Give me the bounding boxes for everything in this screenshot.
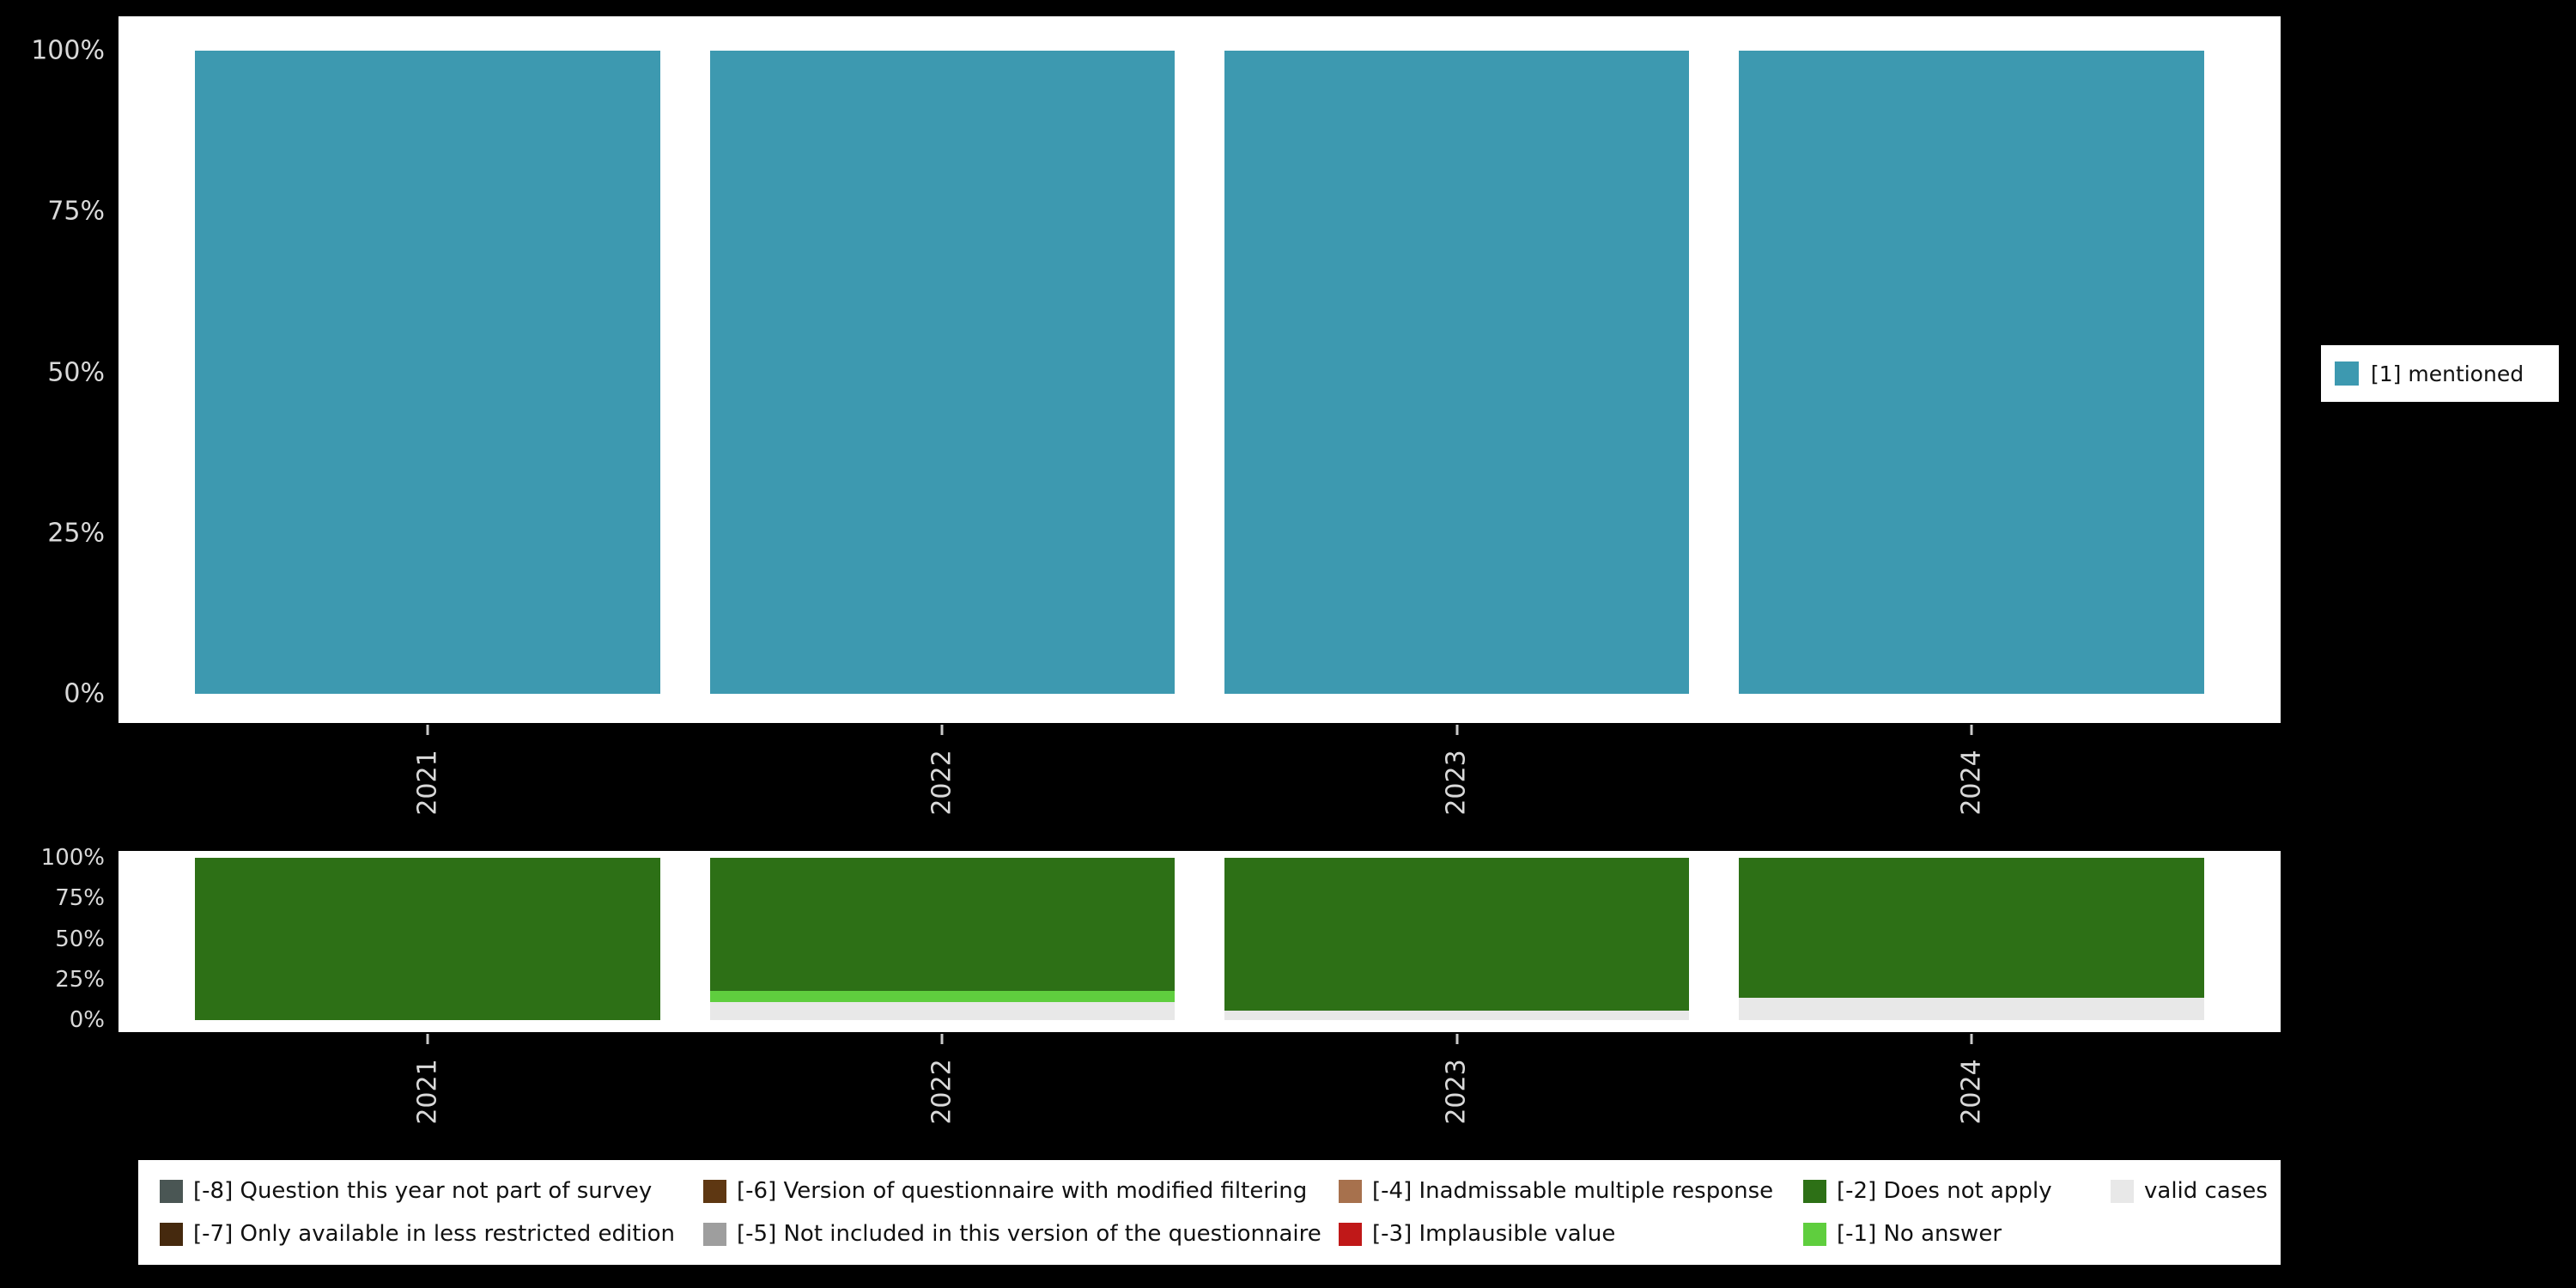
values-legend: [1] mentioned: [2321, 345, 2559, 402]
x-axis-label: 2022: [890, 735, 993, 829]
x-axis-label-text: 2024: [1956, 749, 1987, 816]
legend-swatch: [1803, 1179, 1826, 1203]
x-axis-label: 2024: [1920, 735, 2023, 829]
y-axis-label: 100%: [40, 845, 105, 871]
legend-label-mentioned: [1] mentioned: [2371, 361, 2524, 386]
x-axis-label-text: 2023: [1442, 749, 1473, 816]
y-axis-label: 100%: [31, 35, 105, 66]
y-axis-label: 25%: [55, 966, 105, 993]
legend-item: [-8] Question this year not part of surv…: [160, 1178, 703, 1204]
bar-segment: [1739, 858, 2204, 998]
x-axis-label: 2021: [376, 735, 479, 829]
legend-item: [-1] No answer: [1803, 1221, 2111, 1247]
missing-values-legend: [-8] Question this year not part of surv…: [138, 1160, 2281, 1265]
legend-label: [-1] No answer: [1837, 1221, 2002, 1247]
bar-segment: [1224, 1010, 1690, 1020]
y-axis-label: 50%: [47, 357, 105, 387]
values-x-axis: 2021 2022 2023 2024: [118, 723, 2281, 843]
bar-segment: [1224, 858, 1690, 1011]
legend-label: valid cases: [2144, 1178, 2268, 1204]
legend-label: [-8] Question this year not part of surv…: [193, 1178, 653, 1204]
legend-swatch: [1339, 1179, 1362, 1203]
legend-item: [-3] Implausible value: [1339, 1221, 1803, 1247]
x-axis-label: 2023: [1406, 1044, 1509, 1139]
x-axis-label: 2021: [376, 1044, 479, 1139]
bar-segment: [709, 858, 1176, 991]
bar-segment: [195, 858, 660, 1020]
x-axis-label-text: 2024: [1956, 1058, 1987, 1125]
legend-item: valid cases: [2111, 1178, 2272, 1204]
x-axis-label-text: 2022: [927, 749, 957, 816]
x-axis-label: 2022: [890, 1044, 993, 1139]
legend-item: [-4] Inadmissable multiple response: [1339, 1178, 1803, 1204]
x-tick-mark: [1970, 725, 1973, 735]
legend-swatch: [1339, 1222, 1362, 1246]
x-tick-mark: [940, 725, 944, 735]
y-axis-label: 75%: [47, 196, 105, 227]
legend-label: [-5] Not included in this version of the…: [737, 1221, 1321, 1247]
legend-swatch: [2111, 1179, 2134, 1203]
legend-label: [-6] Version of questionnaire with modif…: [737, 1178, 1308, 1204]
x-tick-mark: [426, 1034, 429, 1044]
missing-plot-panel: [118, 851, 2281, 1032]
x-tick-mark: [1970, 1034, 1973, 1044]
values-plot-panel: [118, 16, 2281, 723]
legend-swatch-mentioned: [2335, 361, 2359, 386]
legend-label: [-7] Only available in less restricted e…: [193, 1221, 676, 1247]
legend-swatch: [160, 1179, 183, 1203]
legend-swatch: [703, 1179, 726, 1203]
legend-item: [-6] Version of questionnaire with modif…: [703, 1178, 1339, 1204]
bar-segment: [709, 51, 1176, 694]
bar-segment: [1224, 51, 1690, 694]
legend-label: [-3] Implausible value: [1372, 1221, 1616, 1247]
legend-label: [-4] Inadmissable multiple response: [1372, 1178, 1774, 1204]
y-axis-label: 75%: [55, 885, 105, 912]
x-axis-label: 2024: [1920, 1044, 2023, 1139]
bar-segment: [709, 1002, 1176, 1020]
bar-segment: [195, 51, 660, 694]
legend-swatch: [703, 1222, 726, 1246]
x-tick-mark: [1455, 725, 1459, 735]
y-axis-label: 0%: [64, 678, 105, 709]
y-axis-label: 50%: [55, 926, 105, 952]
legend-item: [-7] Only available in less restricted e…: [160, 1221, 703, 1247]
bar-segment: [709, 990, 1176, 1003]
legend-item: [-5] Not included in this version of the…: [703, 1221, 1339, 1247]
legend-swatch: [160, 1222, 183, 1246]
y-axis-label: 0%: [69, 1007, 105, 1033]
legend-item: [-2] Does not apply: [1803, 1178, 2111, 1204]
legend-label: [-2] Does not apply: [1837, 1178, 2052, 1204]
bar-segment: [1739, 51, 2204, 694]
x-axis-label-text: 2021: [412, 749, 443, 816]
x-axis-label-text: 2023: [1442, 1058, 1473, 1125]
x-tick-mark: [1455, 1034, 1459, 1044]
missing-y-axis: 100% 75% 50% 25% 0%: [0, 845, 112, 1033]
x-tick-mark: [940, 1034, 944, 1044]
x-axis-label: 2023: [1406, 735, 1509, 829]
bar-segment: [1739, 997, 2204, 1020]
x-axis-label-text: 2021: [412, 1058, 443, 1125]
x-axis-label-text: 2022: [927, 1058, 957, 1125]
legend-swatch: [1803, 1222, 1826, 1246]
values-y-axis: 100% 75% 50% 25% 0%: [0, 16, 112, 723]
x-tick-mark: [426, 725, 429, 735]
y-axis-label: 25%: [47, 518, 105, 549]
missing-x-axis: 2021 2022 2023 2024: [118, 1032, 2281, 1152]
